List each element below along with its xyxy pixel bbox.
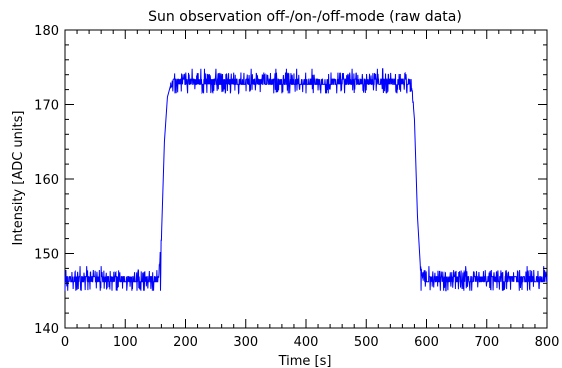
x-tick-label: 300 bbox=[233, 335, 258, 350]
chart-title: Sun observation off-/on-/off-mode (raw d… bbox=[148, 9, 462, 25]
x-tick-label: 200 bbox=[173, 335, 198, 350]
axis-ticks: 0 100 200 300 400 500 600 700 800 140 150 160 170 180 bbox=[34, 24, 559, 350]
y-axis-label: Intensity [ADC units] bbox=[11, 111, 26, 246]
x-tick-label: 0 bbox=[61, 335, 69, 350]
series-line bbox=[64, 68, 548, 292]
plot-area bbox=[64, 29, 548, 329]
y-tick-label: 160 bbox=[34, 173, 59, 188]
y-tick-label: 150 bbox=[34, 248, 59, 263]
y-tick-label: 180 bbox=[34, 24, 59, 39]
x-tick-label: 700 bbox=[474, 335, 499, 350]
x-axis-label: Time [s] bbox=[278, 354, 332, 368]
x-tick-label: 500 bbox=[354, 335, 379, 350]
y-tick-label: 170 bbox=[34, 99, 59, 114]
x-tick-label: 800 bbox=[535, 335, 560, 350]
y-tick-label: 140 bbox=[34, 322, 59, 337]
x-tick-label: 100 bbox=[113, 335, 138, 350]
x-tick-label: 400 bbox=[294, 335, 319, 350]
x-tick-label: 600 bbox=[414, 335, 439, 350]
